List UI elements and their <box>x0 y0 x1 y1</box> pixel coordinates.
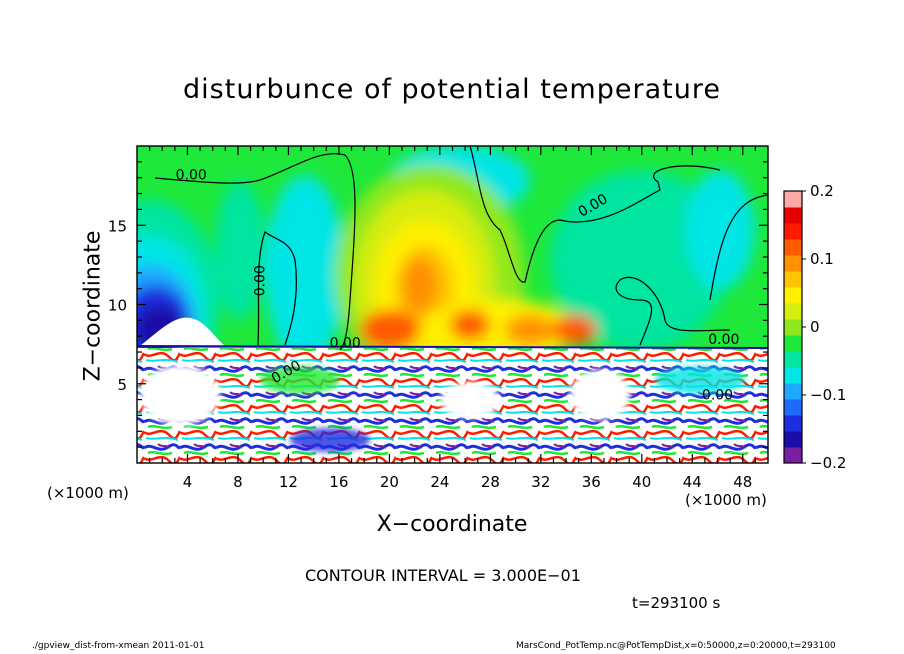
colorbar-swatch <box>784 271 802 288</box>
z-unit-label: (×1000 m) <box>47 484 129 502</box>
colorbar-swatch <box>784 415 802 432</box>
field-image <box>137 146 768 463</box>
colorbar-tick-label: 0 <box>810 318 820 336</box>
time-stamp: t=293100 s <box>632 594 721 612</box>
colorbar-swatch <box>784 319 802 336</box>
x-tick-label: 8 <box>233 473 243 491</box>
colorbar <box>784 191 802 464</box>
x-tick-label: 44 <box>683 473 702 491</box>
footer-script-info: ./gpview_dist-from-xmean 2011-01-01 <box>32 641 205 651</box>
x-tick-label: 16 <box>329 473 348 491</box>
footer-file-info: MarsCond_PotTemp.nc@PotTempDist,x=0:5000… <box>516 641 836 651</box>
zero-contours <box>154 146 768 351</box>
y-tick-label: 5 <box>117 376 127 394</box>
x-tick-label: 20 <box>380 473 399 491</box>
colorbar-swatch <box>784 191 802 208</box>
contour-label: 0.00 <box>330 335 361 351</box>
colorbar-tick-labels: 0.2 0.1 0 −0.1 −0.2 <box>802 182 846 472</box>
colorbar-swatch <box>784 351 802 368</box>
colorbar-swatch <box>784 383 802 400</box>
x-tick-label: 40 <box>632 473 651 491</box>
contour-label: 0.00 <box>252 265 268 296</box>
colorbar-swatch <box>784 303 802 320</box>
colorbar-swatch <box>784 431 802 448</box>
y-tick-label: 10 <box>108 297 127 315</box>
axis-tick-marks <box>137 146 768 463</box>
x-tick-label: 48 <box>733 473 752 491</box>
colorbar-swatch <box>784 367 802 384</box>
y-tick-label: 15 <box>108 217 127 235</box>
x-tick-label: 28 <box>481 473 500 491</box>
x-unit-label: (×1000 m) <box>685 491 767 509</box>
colorbar-swatch <box>784 399 802 416</box>
x-tick-label: 32 <box>531 473 550 491</box>
x-tick-label: 36 <box>582 473 601 491</box>
contour-label: 0.00 <box>702 388 733 404</box>
colorbar-tick-label: −0.2 <box>810 454 846 472</box>
colorbar-swatch <box>784 239 802 256</box>
colorbar-swatch <box>784 335 802 352</box>
x-tick-label: 12 <box>279 473 298 491</box>
x-tick-label: 24 <box>430 473 449 491</box>
colorbar-swatch <box>784 223 802 240</box>
contour-label: 0.00 <box>176 167 207 183</box>
colorbar-tick-label: 0.2 <box>810 182 834 200</box>
x-tick-label: 4 <box>183 473 193 491</box>
colorbar-swatch <box>784 447 802 464</box>
y-axis-title: Z−coordinate <box>80 230 106 382</box>
colorbar-tick-label: 0.1 <box>810 250 834 268</box>
chart-title: disturbunce of potential temperature <box>183 74 721 105</box>
colorbar-swatch <box>784 207 802 224</box>
colorbar-tick-label: −0.1 <box>810 386 846 404</box>
colorbar-swatch <box>784 287 802 304</box>
colorbar-swatch <box>784 255 802 272</box>
contour-interval-text: CONTOUR INTERVAL = 3.000E−01 <box>305 566 581 585</box>
x-axis-title: X−coordinate <box>376 512 528 537</box>
contour-label: 0.00 <box>708 332 739 348</box>
